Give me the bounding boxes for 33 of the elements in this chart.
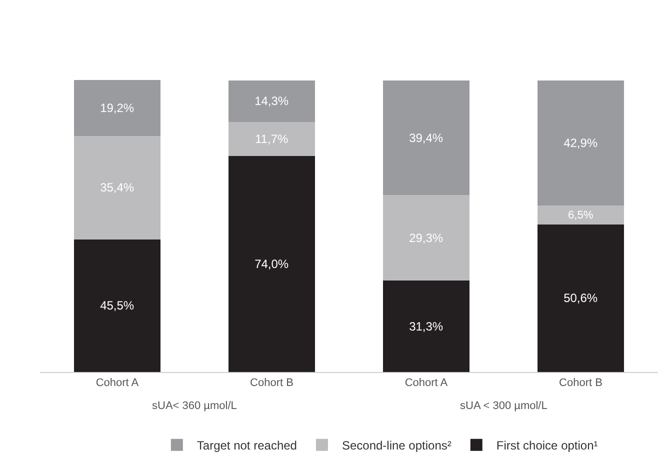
bar	[537, 224, 624, 372]
x-tick-label: Cohort A	[404, 377, 448, 390]
bar	[228, 80, 316, 122]
x-tick-label: Cohort A	[96, 377, 140, 390]
data-label: 6,5%	[568, 210, 594, 222]
data-label: 11,7%	[255, 132, 288, 146]
text: sUA< 360 µmol/L	[152, 400, 237, 412]
data-label: 19,2%	[100, 101, 134, 116]
x-tick-label: Cohort B	[250, 377, 294, 390]
bar	[74, 80, 161, 136]
bar	[228, 122, 316, 156]
data-label: 39,4%	[409, 130, 444, 145]
bar	[74, 239, 161, 372]
bar	[537, 205, 624, 224]
data-label: 31,3%	[409, 319, 444, 334]
text: sUA < 300 µmol/L	[460, 400, 548, 412]
legend-label: First choice option¹	[496, 438, 598, 453]
data-label: 45,5%	[100, 298, 134, 313]
bar	[537, 80, 624, 206]
bar	[382, 80, 470, 196]
bar	[382, 280, 470, 372]
bar	[74, 136, 161, 240]
data-label: 29,3%	[409, 230, 444, 245]
data-label: 74,0%	[254, 257, 289, 272]
data-label: 42,9%	[564, 136, 598, 150]
data-label: 50,6%	[564, 291, 598, 306]
x-tick-label: Cohort B	[559, 377, 602, 390]
legend-label: Target not reached	[196, 438, 297, 453]
bar	[382, 195, 470, 281]
data-label: 14,3%	[254, 94, 289, 108]
data-label: 35,4%	[100, 180, 134, 195]
legend-label: Second-line options²	[342, 438, 452, 453]
bar	[228, 156, 316, 372]
